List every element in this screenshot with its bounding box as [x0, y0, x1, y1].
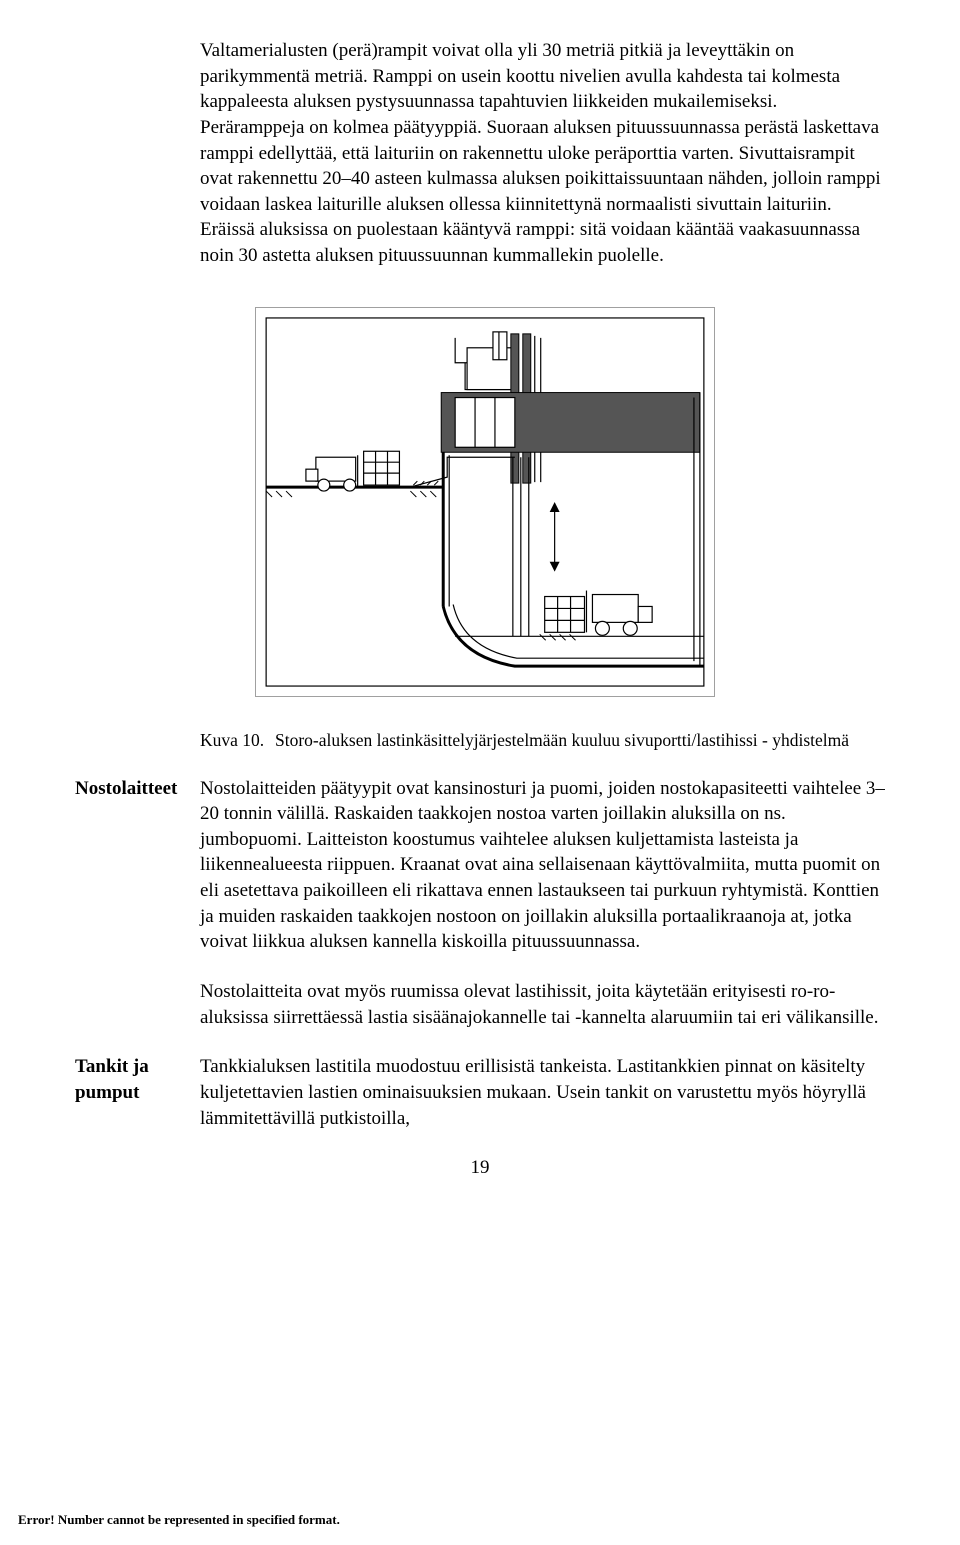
tankit-p1: Tankkialuksen lastitila muodostuu erilli…: [200, 1054, 885, 1131]
forklift-lower-icon: [540, 590, 652, 640]
nostolaitteet-p2: Nostolaitteita ovat myös ruumissa olevat…: [200, 979, 885, 1030]
caption-label: Kuva 10.: [200, 729, 275, 752]
figure-caption: Kuva 10. Storo-aluksen lastinkäsittelyjä…: [200, 729, 875, 752]
figure-storo-system: [255, 307, 715, 697]
forklift-left-icon: [306, 451, 400, 491]
heading-nostolaitteet: Nostolaitteet: [75, 776, 200, 955]
page-number: 19: [75, 1155, 885, 1181]
paragraph-intro: Valtamerialusten (perä)rampit voivat oll…: [200, 38, 885, 269]
heading-tankit: Tankit ja pumput: [75, 1054, 200, 1131]
caption-text: Storo-aluksen lastinkäsittelyjärjestelmä…: [275, 729, 875, 752]
footer-error-text: Error! Number cannot be represented in s…: [18, 1511, 340, 1529]
ship-loading-diagram-icon: [256, 308, 714, 696]
nostolaitteet-p1: Nostolaitteiden päätyypit ovat kansinost…: [200, 776, 885, 955]
